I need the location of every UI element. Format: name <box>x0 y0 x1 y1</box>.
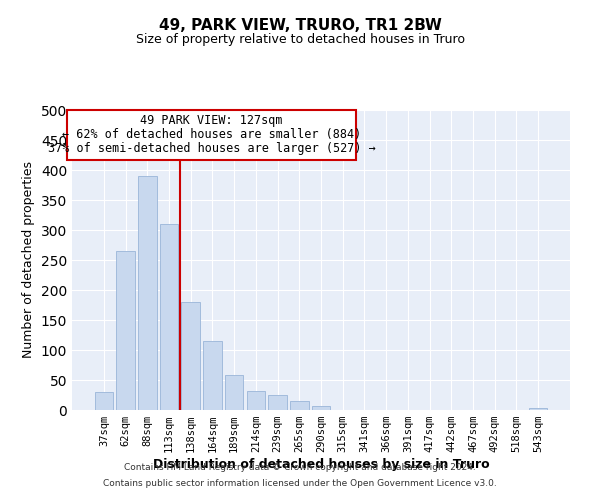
X-axis label: Distribution of detached houses by size in Truro: Distribution of detached houses by size … <box>152 458 490 471</box>
Bar <box>290 401 308 410</box>
Bar <box>225 375 244 410</box>
Text: Size of property relative to detached houses in Truro: Size of property relative to detached ho… <box>136 32 464 46</box>
Bar <box>203 341 221 410</box>
Bar <box>529 408 547 410</box>
Bar <box>160 224 178 410</box>
Bar <box>312 406 330 410</box>
Y-axis label: Number of detached properties: Number of detached properties <box>22 162 35 358</box>
Bar <box>268 395 287 410</box>
Bar <box>181 302 200 410</box>
Bar <box>138 176 157 410</box>
Text: Contains public sector information licensed under the Open Government Licence v3: Contains public sector information licen… <box>103 478 497 488</box>
Text: Contains HM Land Registry data © Crown copyright and database right 2024.: Contains HM Land Registry data © Crown c… <box>124 464 476 472</box>
Text: 49, PARK VIEW, TRURO, TR1 2BW: 49, PARK VIEW, TRURO, TR1 2BW <box>158 18 442 32</box>
Text: 37% of semi-detached houses are larger (527) →: 37% of semi-detached houses are larger (… <box>47 142 376 155</box>
Text: 49 PARK VIEW: 127sqm: 49 PARK VIEW: 127sqm <box>140 114 283 128</box>
Bar <box>116 251 135 410</box>
Bar <box>95 392 113 410</box>
Bar <box>247 391 265 410</box>
FancyBboxPatch shape <box>67 110 356 160</box>
Text: ← 62% of detached houses are smaller (884): ← 62% of detached houses are smaller (88… <box>62 128 361 141</box>
